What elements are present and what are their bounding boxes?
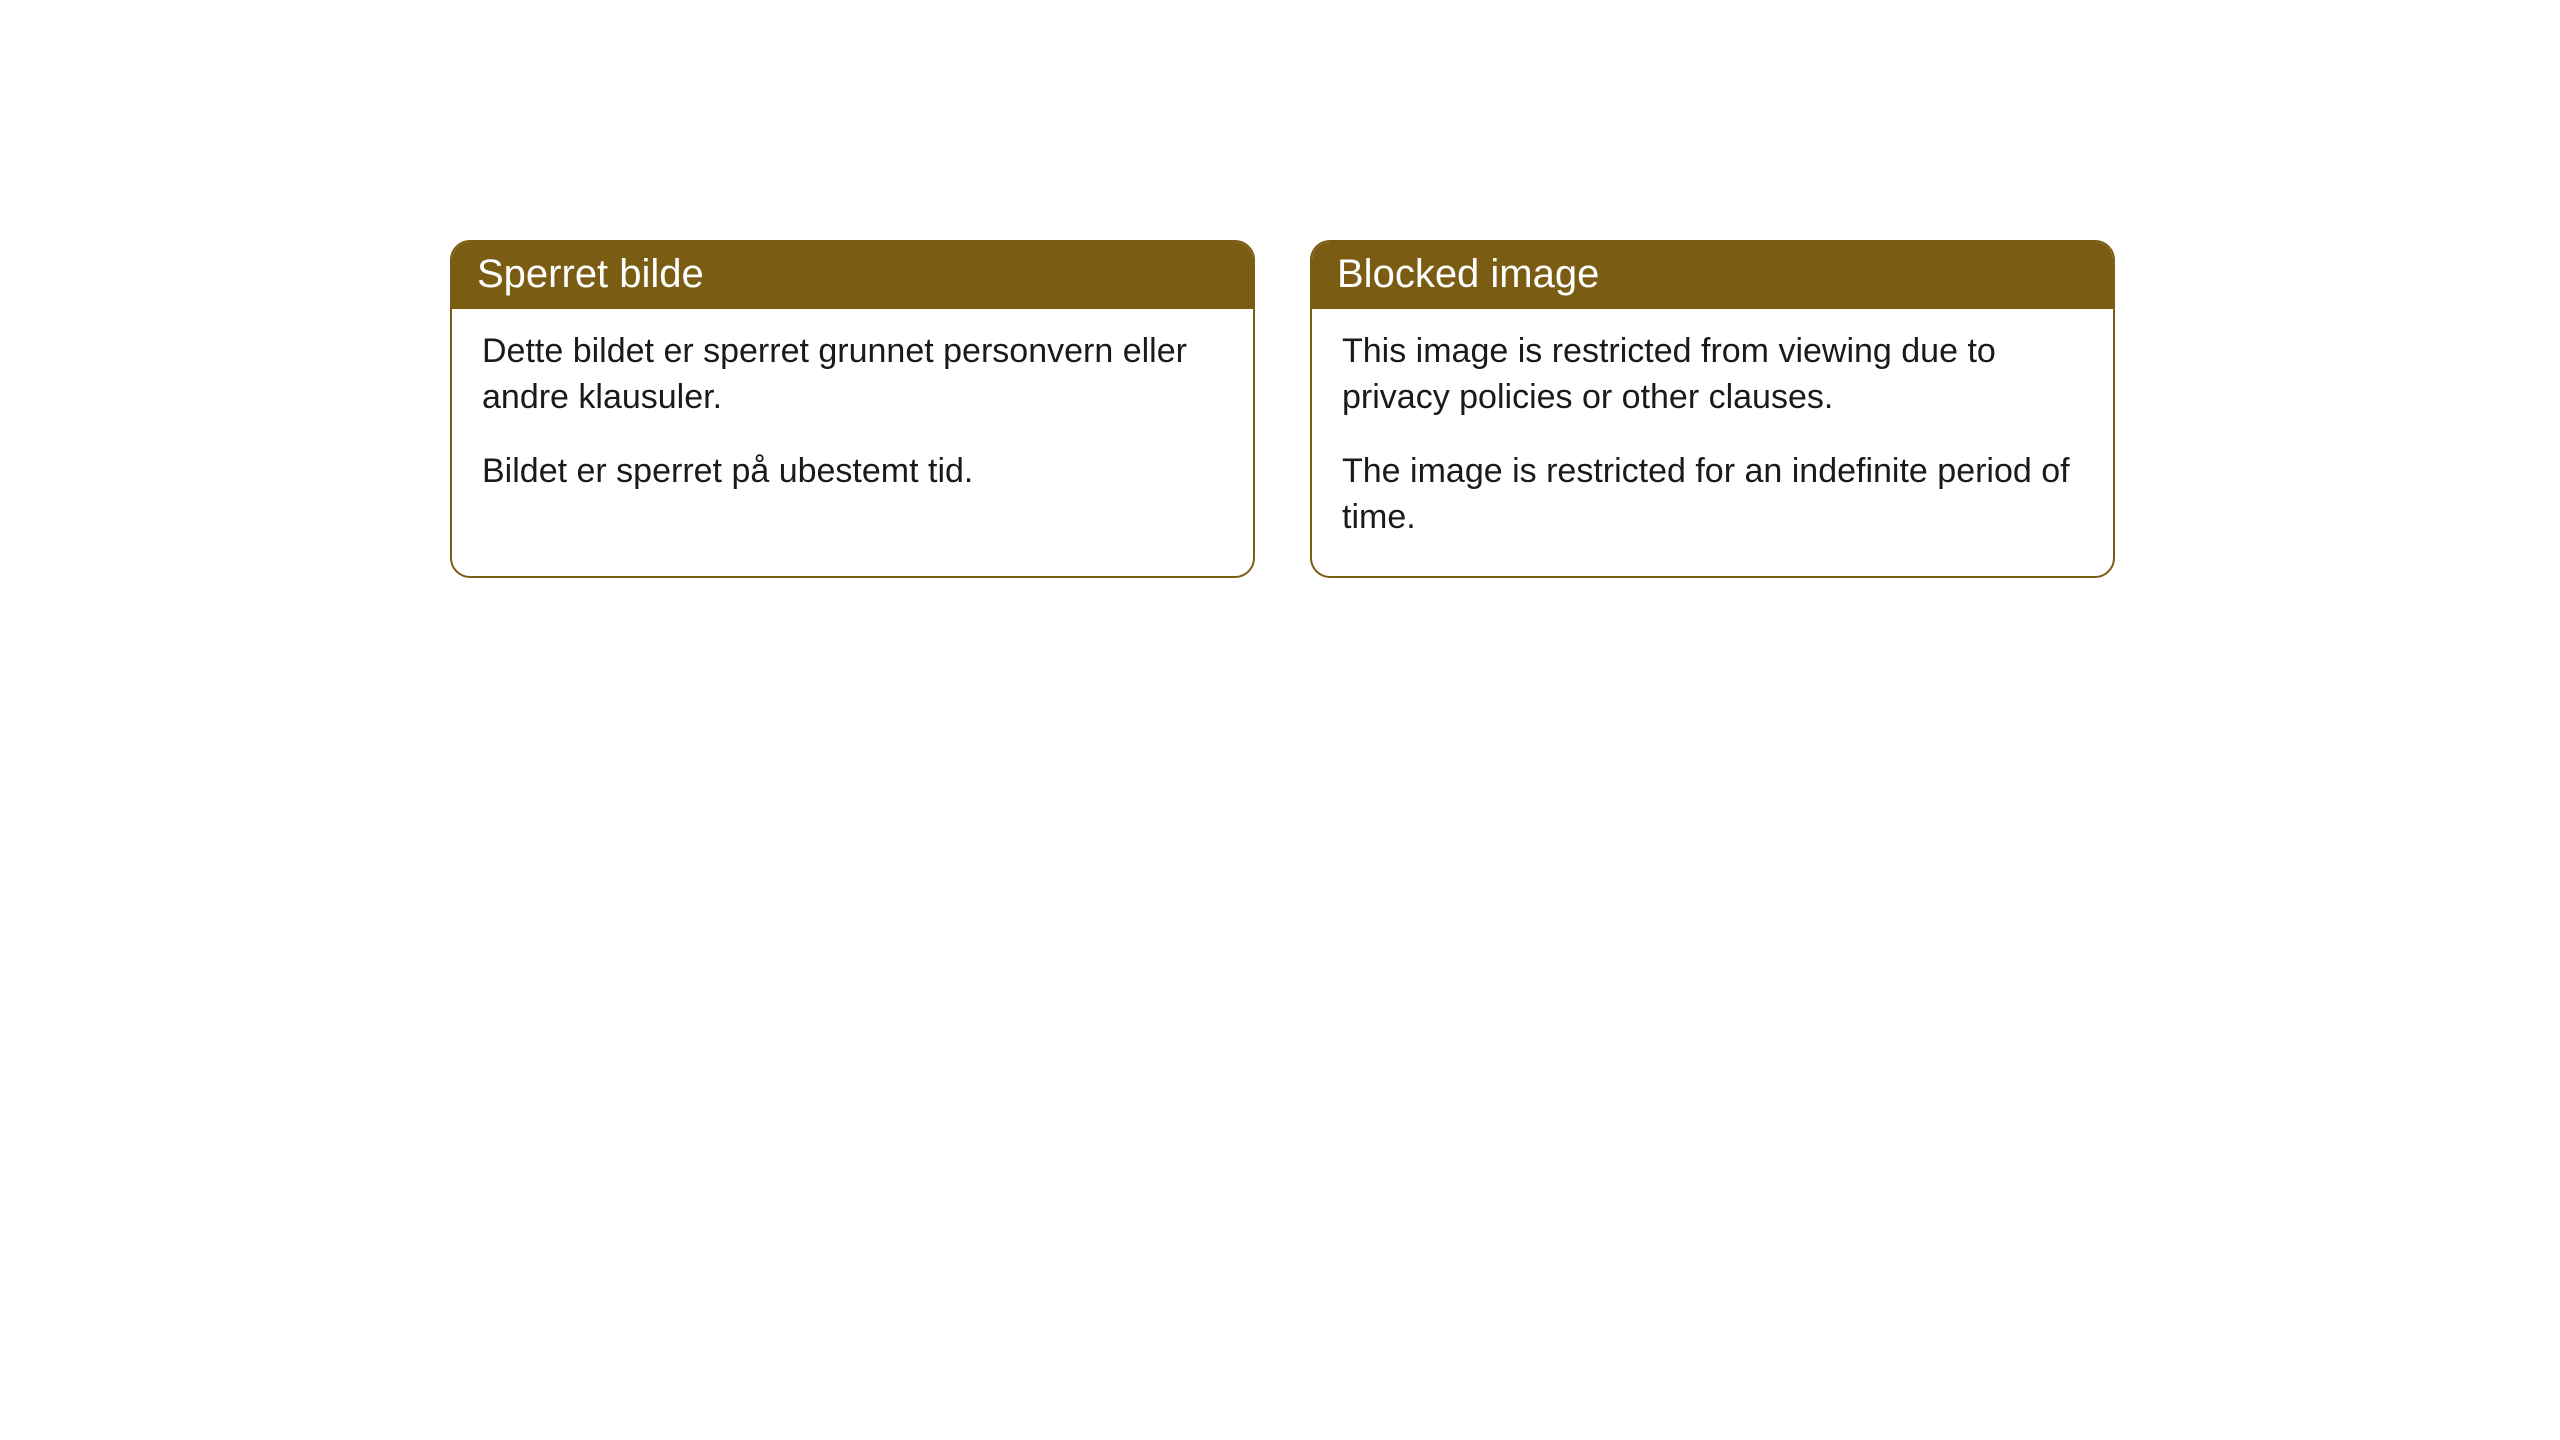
notice-paragraph: The image is restricted for an indefinit… xyxy=(1342,449,2083,541)
notice-paragraph: Dette bildet er sperret grunnet personve… xyxy=(482,329,1223,421)
notice-header-norwegian: Sperret bilde xyxy=(452,242,1253,309)
notice-paragraph: This image is restricted from viewing du… xyxy=(1342,329,2083,421)
notice-paragraph: Bildet er sperret på ubestemt tid. xyxy=(482,449,1223,495)
notice-header-english: Blocked image xyxy=(1312,242,2113,309)
notice-card-norwegian: Sperret bilde Dette bildet er sperret gr… xyxy=(450,240,1255,578)
notice-container: Sperret bilde Dette bildet er sperret gr… xyxy=(450,240,2115,578)
notice-body-norwegian: Dette bildet er sperret grunnet personve… xyxy=(452,309,1253,530)
notice-card-english: Blocked image This image is restricted f… xyxy=(1310,240,2115,578)
notice-body-english: This image is restricted from viewing du… xyxy=(1312,309,2113,576)
